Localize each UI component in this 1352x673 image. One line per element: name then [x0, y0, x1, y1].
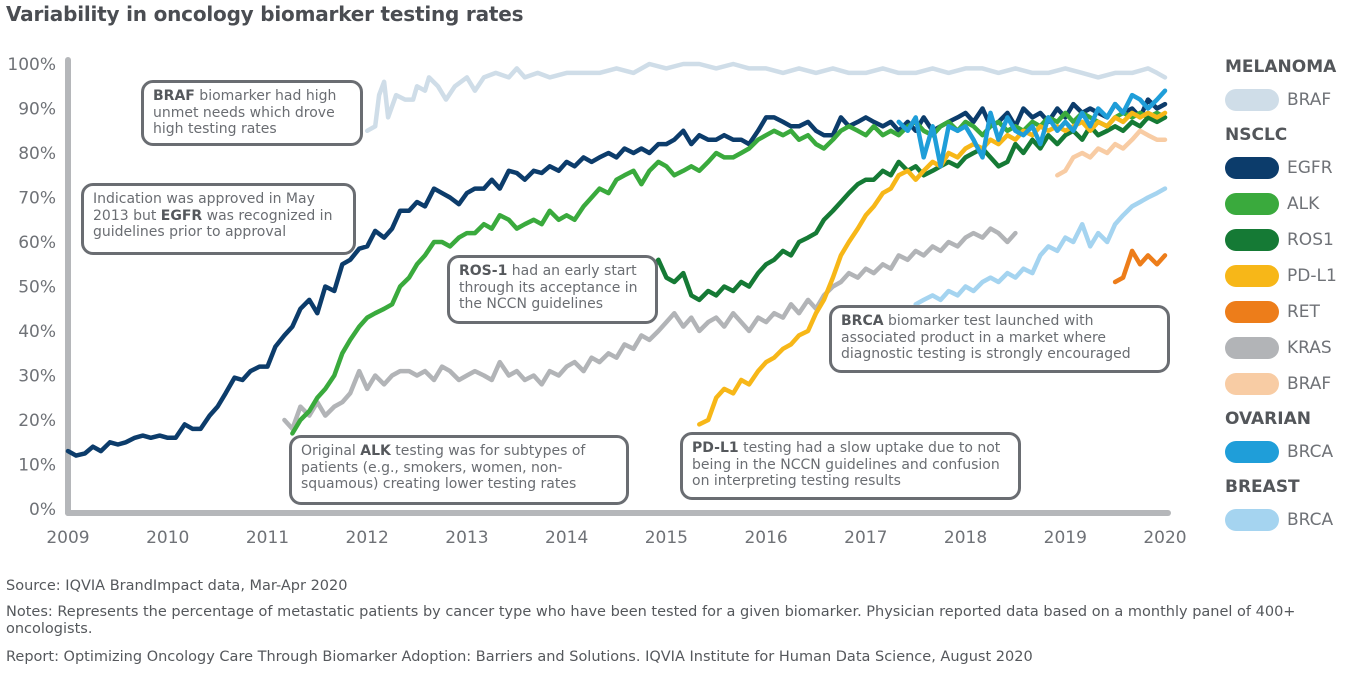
- series-line-braf-mel: [364, 61, 1168, 134]
- legend-label: BRAF: [1287, 374, 1332, 394]
- annotation-egfr-bold: EGFR: [160, 207, 203, 224]
- series-layer: [65, 61, 1168, 458]
- annotation-pdl1-bold: PD-L1: [692, 440, 739, 456]
- legend-swatch: [1225, 441, 1279, 463]
- legend-item-brca-breast: BRCA: [1225, 502, 1350, 538]
- series-line-egfr: [65, 97, 1168, 458]
- annotation-pdl1-text: testing had a slow uptake due to not bei…: [692, 440, 1001, 489]
- annotation-egfr-pre: Indication was approved in May 2013 but: [93, 191, 315, 224]
- chart-axes: 0% 10% 20% 30% 40% 50% 60% 70% 80% 90% 100% 2009 201…: [7, 55, 1186, 548]
- legend-label: BRCA: [1287, 442, 1334, 462]
- legend-swatch: [1225, 337, 1279, 359]
- legend-swatch: [1225, 509, 1279, 531]
- annotation-braf-text: biomarker had high unmet needs which dro…: [153, 88, 337, 137]
- legend-label: KRAS: [1287, 338, 1332, 358]
- legend-item-kras: KRAS: [1225, 330, 1350, 366]
- series-line-braf-nsclc: [1055, 128, 1168, 178]
- x-tick-label: 2019: [1044, 528, 1087, 548]
- legend: MELANOMA BRAF NSCLC EGFR ALK ROS1 PD-L1 …: [1225, 50, 1350, 538]
- annotation-ros1: ROS-1 had an early start through its acc…: [447, 255, 658, 324]
- legend-item-ros1: ROS1: [1225, 222, 1350, 258]
- legend-group-title: NSCLC: [1225, 125, 1288, 145]
- y-tick-label: 90%: [18, 100, 56, 120]
- x-tick-label: 2010: [146, 528, 189, 548]
- footer-source: Source: IQVIA BrandImpact data, Mar-Apr …: [6, 578, 348, 594]
- y-tick-label: 70%: [18, 189, 56, 209]
- x-tick-label: 2013: [445, 528, 488, 548]
- x-tick-label: 2020: [1143, 528, 1186, 548]
- legend-item-alk: ALK: [1225, 186, 1350, 222]
- series-line-ros1: [622, 115, 1168, 303]
- legend-item-braf-nsclc: BRAF: [1225, 366, 1350, 402]
- legend-item-egfr: EGFR: [1225, 150, 1350, 186]
- x-tick-label: 2015: [645, 528, 688, 548]
- legend-label: BRCA: [1287, 510, 1334, 530]
- annotation-alk-bold: ALK: [360, 443, 391, 459]
- x-tick-label: 2018: [944, 528, 987, 548]
- y-tick-label: 60%: [18, 233, 56, 253]
- annotation-braf: BRAF biomarker had high unmet needs whic…: [141, 80, 363, 146]
- legend-item-pdl1: PD-L1: [1225, 258, 1350, 294]
- y-tick-label: 30%: [18, 367, 56, 387]
- chart-title: Variability in oncology biomarker testin…: [6, 2, 524, 26]
- series-line-pdl1: [697, 110, 1168, 427]
- y-tick-label: 100%: [7, 55, 56, 75]
- legend-label: ROS1: [1287, 230, 1334, 250]
- annotation-brca-text: biomarker test launched with associated …: [841, 313, 1131, 362]
- series-line-kras: [282, 226, 1018, 432]
- annotation-alk: Original ALK testing was for subtypes of…: [289, 435, 629, 505]
- footer-report: Report: Optimizing Oncology Care Through…: [6, 649, 1033, 665]
- legend-item-braf-melanoma: BRAF: [1225, 82, 1350, 118]
- y-tick-label: 80%: [18, 144, 56, 164]
- x-tick-label: 2009: [46, 528, 89, 548]
- legend-label: EGFR: [1287, 158, 1333, 178]
- annotation-pdl1: PD-L1 testing had a slow uptake due to n…: [680, 432, 1021, 500]
- annotation-egfr-post: was recognized in guidelines prior to ap…: [93, 207, 333, 241]
- x-tick-label: 2016: [744, 528, 787, 548]
- legend-swatch: [1225, 193, 1279, 215]
- legend-swatch: [1225, 373, 1279, 395]
- x-tick-label: 2017: [844, 528, 887, 548]
- y-tick-label: 0%: [29, 500, 56, 520]
- x-tick-label: 2011: [246, 528, 289, 548]
- legend-label: BRAF: [1287, 90, 1332, 110]
- legend-group-title: BREAST: [1225, 477, 1300, 497]
- legend-swatch: [1225, 301, 1279, 323]
- legend-item-brca-ovarian: BRCA: [1225, 434, 1350, 470]
- legend-group-title: OVARIAN: [1225, 409, 1311, 429]
- series-line-ret: [1112, 248, 1168, 285]
- annotation-brca-bold: BRCA: [841, 313, 884, 329]
- legend-swatch: [1225, 89, 1279, 111]
- annotation-brca: BRCA biomarker test launched with associ…: [829, 305, 1170, 373]
- annotation-ros1-bold: ROS-1: [459, 263, 508, 279]
- legend-group-title: MELANOMA: [1225, 57, 1337, 77]
- annotation-alk-post: testing was for subtypes of patients (e.…: [301, 443, 586, 492]
- x-tick-label: 2014: [545, 528, 588, 548]
- footer-notes: Notes: Represents the percentage of meta…: [6, 604, 1296, 637]
- series-line-brca-ov: [896, 88, 1168, 169]
- y-tick-label: 50%: [18, 278, 56, 298]
- annotation-alk-pre: Original: [301, 443, 361, 459]
- legend-label: ALK: [1287, 194, 1320, 214]
- legend-item-ret: RET: [1225, 294, 1350, 330]
- series-line-alk: [290, 110, 1168, 436]
- legend-swatch: [1225, 229, 1279, 251]
- x-tick-label: 2012: [346, 528, 389, 548]
- y-tick-label: 20%: [18, 411, 56, 431]
- annotation-braf-bold: BRAF: [153, 88, 195, 104]
- series-line-brca-br: [913, 186, 1168, 307]
- legend-swatch: [1225, 265, 1279, 287]
- y-tick-label: 10%: [18, 456, 56, 476]
- y-tick-label: 40%: [18, 322, 56, 342]
- annotation-ros1-text: had an early start through its acceptanc…: [459, 263, 638, 312]
- legend-label: PD-L1: [1287, 266, 1337, 286]
- annotation-egfr: Indication was approved in May 2013 but …: [81, 183, 356, 255]
- legend-label: RET: [1287, 302, 1320, 322]
- legend-swatch: [1225, 157, 1279, 179]
